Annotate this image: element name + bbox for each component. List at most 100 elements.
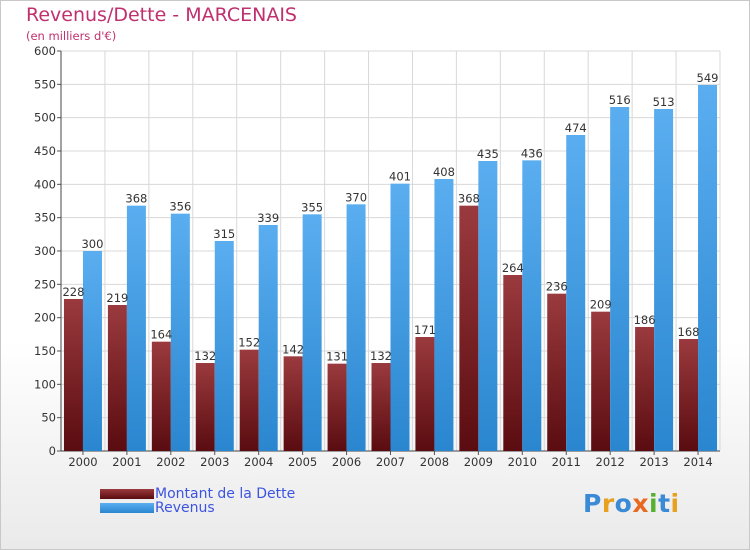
bar-revenue [654, 109, 674, 451]
data-label-revenue: 474 [565, 121, 587, 135]
bar-revenue [434, 179, 454, 451]
bar-debt [459, 205, 479, 451]
x-tick-label: 2000 [68, 455, 97, 469]
bar-revenue [698, 85, 718, 451]
y-tick-label: 450 [34, 144, 56, 158]
legend-label-revenue: Revenus [155, 500, 215, 516]
y-tick-label: 0 [49, 444, 56, 458]
bar-revenue [522, 160, 542, 452]
bar-revenue [258, 225, 278, 451]
bar-debt [63, 299, 83, 451]
bar-debt [371, 363, 391, 451]
x-tick-label: 2013 [639, 455, 668, 469]
bar-revenue [346, 204, 366, 451]
bar-revenue [478, 161, 498, 451]
data-label-revenue: 368 [125, 192, 147, 206]
x-tick-label: 2010 [508, 455, 537, 469]
x-tick-label: 2011 [552, 455, 581, 469]
bar-debt [547, 293, 567, 451]
x-tick-label: 2014 [683, 455, 712, 469]
y-tick-label: 200 [34, 311, 56, 325]
data-label-debt: 152 [238, 336, 260, 350]
data-label-debt: 132 [194, 349, 216, 363]
data-label-debt: 131 [326, 350, 348, 364]
legend-item-debt: Montant de la Dette [100, 486, 360, 502]
bar-debt [591, 311, 611, 451]
data-label-revenue: 300 [81, 237, 103, 251]
x-tick-label: 2008 [420, 455, 449, 469]
axes: 0 50 100 150 200 250 300 350 400 450 500 550 600 2000… [34, 44, 720, 469]
bar-debt [679, 339, 699, 451]
x-tick-label: 2012 [596, 455, 625, 469]
bar-debt [327, 363, 347, 451]
data-label-debt: 186 [634, 313, 656, 327]
bar-debt [107, 305, 127, 451]
y-tick-label: 350 [34, 211, 56, 225]
x-tick-label: 2007 [376, 455, 405, 469]
bar-revenue [566, 135, 586, 451]
y-tick-label: 500 [34, 111, 56, 125]
bar-revenue [170, 213, 190, 451]
data-label-revenue: 408 [433, 165, 455, 179]
proxiti-logo: Proxiti [583, 489, 680, 518]
data-label-revenue: 370 [345, 190, 367, 204]
data-label-revenue: 516 [609, 93, 631, 107]
legend-swatch-debt [100, 489, 154, 499]
data-label-revenue: 549 [697, 71, 719, 85]
bar-debt [415, 337, 435, 451]
data-label-debt: 164 [150, 328, 172, 342]
data-label-debt: 219 [106, 291, 128, 305]
x-tick-label: 2004 [244, 455, 273, 469]
x-tick-label: 2001 [112, 455, 141, 469]
x-tick-label: 2002 [156, 455, 185, 469]
bar-revenue [610, 107, 630, 451]
legend-label-debt: Montant de la Dette [155, 486, 296, 502]
data-label-debt: 264 [502, 261, 524, 275]
data-label-revenue: 401 [389, 170, 411, 184]
data-label-debt: 209 [590, 298, 612, 312]
data-labels: 228 300 219 368 164 356 132 315 152 339 142 355 131 3… [62, 71, 718, 364]
bar-revenue [214, 241, 234, 451]
x-tick-label: 2005 [288, 455, 317, 469]
legend-swatch-revenue [100, 503, 154, 513]
data-label-revenue: 356 [169, 200, 191, 214]
legend-item-revenue: Revenus [100, 500, 360, 516]
chart-title: Revenus/Dette - MARCENAIS [26, 4, 297, 26]
bar-revenue [302, 214, 322, 451]
data-label-debt: 142 [282, 342, 304, 356]
x-tick-label: 2006 [332, 455, 361, 469]
x-tick-label: 2009 [464, 455, 493, 469]
y-tick-label: 50 [41, 411, 56, 425]
y-tick-label: 100 [34, 377, 56, 391]
bar-debt [283, 356, 303, 451]
bar-debt [503, 275, 523, 451]
data-label-revenue: 436 [521, 146, 543, 160]
y-tick-label: 300 [34, 244, 56, 258]
bar-revenue [126, 205, 146, 451]
bar-revenue [82, 251, 102, 451]
data-label-revenue: 435 [477, 147, 499, 161]
data-label-revenue: 513 [653, 95, 675, 109]
x-tick-label: 2003 [200, 455, 229, 469]
bar-debt [151, 341, 171, 451]
data-label-debt: 171 [414, 323, 436, 337]
chart-subtitle: (en milliers d'€) [26, 29, 117, 43]
bar-debt [635, 327, 655, 451]
data-label-revenue: 339 [257, 211, 279, 225]
y-tick-label: 150 [34, 344, 56, 358]
data-label-debt: 236 [546, 280, 568, 294]
y-tick-label: 600 [34, 44, 56, 58]
bar-debt [195, 363, 215, 451]
y-tick-label: 250 [34, 277, 56, 291]
bar-revenue [390, 183, 410, 451]
data-label-revenue: 355 [301, 200, 323, 214]
data-label-debt: 132 [370, 349, 392, 363]
bars [63, 85, 718, 452]
y-tick-label: 400 [34, 177, 56, 191]
data-label-debt: 168 [678, 325, 700, 339]
data-label-debt: 368 [458, 192, 480, 206]
y-tick-label: 550 [34, 77, 56, 91]
data-label-revenue: 315 [213, 227, 235, 241]
data-label-debt: 228 [62, 285, 84, 299]
